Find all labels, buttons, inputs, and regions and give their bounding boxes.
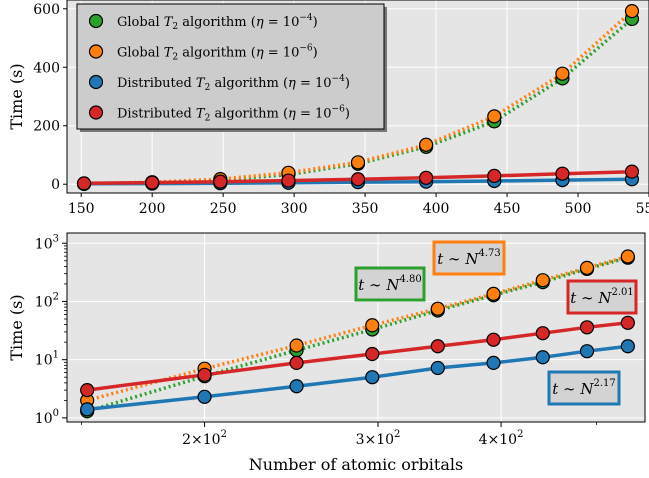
top-data-point: [555, 66, 570, 81]
top-data-point: [350, 155, 366, 170]
top-y-tick-label: 600: [33, 2, 60, 18]
bottom-data-point: [80, 383, 95, 398]
top-x-tick-label: 200: [139, 201, 166, 217]
bottom-data-point: [535, 350, 550, 365]
bottom-data-point: [620, 315, 635, 330]
top-x-tick-label: 250: [210, 201, 237, 217]
bottom-y-tick-label: 103: [35, 233, 59, 252]
bottom-data-point: [365, 346, 380, 362]
top-y-tick-label: 0: [51, 177, 60, 193]
bottom-y-tick-label: 101: [35, 350, 59, 369]
top-data-point: [76, 176, 92, 191]
top-x-tick-label: 550: [636, 201, 649, 217]
fit-annotation-label: t ∼ N4.73: [437, 248, 501, 268]
bottom-data-point: [486, 355, 501, 371]
legend-label: Distributed T2 algorithm (η = 10−4): [117, 74, 350, 93]
bottom-data-point: [430, 301, 445, 316]
top-x-tick-label: 300: [281, 201, 308, 217]
bottom-series-line: [86, 254, 629, 403]
top-y-tick-label: 400: [33, 60, 60, 76]
bottom-x-tick-label: 2×102: [182, 429, 227, 448]
bottom-y-axis-label: Time (s): [7, 294, 26, 360]
bottom-y-tick-label: 100: [35, 408, 59, 427]
legend-marker: [88, 44, 104, 59]
legend-label: Global T2 algorithm (η = 10−4): [117, 13, 318, 32]
top-data-point: [145, 175, 160, 190]
legend-marker: [88, 74, 104, 90]
bottom-data-point: [535, 273, 550, 288]
bottom-data-point: [620, 249, 635, 264]
bottom-data-point: [289, 338, 304, 353]
legend-box: [76, 3, 385, 130]
top-data-point: [487, 168, 502, 183]
bottom-data-point: [430, 360, 445, 376]
legend-label: Distributed T2 algorithm (η = 10−6): [117, 105, 350, 124]
bottom-data-point: [289, 355, 304, 371]
bottom-data-point: [197, 389, 212, 404]
top-data-point: [281, 173, 296, 188]
top-x-tick-label: 350: [352, 201, 379, 217]
bottom-data-point: [579, 320, 595, 335]
top-y-axis-label: Time (s): [7, 63, 26, 129]
fit-annotation-box: [432, 240, 506, 276]
legend-label: Global T2 algorithm (η = 10−6): [117, 44, 318, 63]
top-data-point: [555, 166, 570, 181]
top-x-tick-label: 400: [423, 201, 450, 217]
bottom-frame: [66, 232, 646, 423]
top-data-point: [487, 109, 502, 124]
bottom-data-point: [579, 260, 595, 275]
bottom-data-point: [365, 370, 380, 385]
top-y-tick-label: 200: [33, 119, 60, 135]
top-data-point: [419, 137, 434, 152]
fit-annotation-label: t ∼ N2.17: [552, 378, 616, 398]
bottom-data-point: [430, 339, 445, 354]
top-frame: [66, 0, 649, 194]
bottom-data-point: [620, 339, 635, 354]
top-x-tick-label: 500: [565, 201, 592, 217]
bottom-data-point: [197, 367, 212, 382]
top-data-point: [624, 164, 640, 179]
bottom-data-point: [80, 402, 95, 417]
top-data-point: [419, 170, 434, 185]
bottom-data-point: [289, 379, 304, 394]
top-data-point: [350, 172, 366, 187]
fit-annotation-box: [354, 266, 426, 302]
fit-annotation-label: t ∼ N4.80: [358, 274, 422, 294]
top-x-tick-label: 150: [68, 201, 95, 217]
bottom-data-point: [486, 286, 501, 301]
fit-annotation-label: t ∼ N2.01: [570, 287, 634, 307]
bottom-x-axis-label: Number of atomic orbitals: [249, 455, 463, 474]
top-data-point: [624, 4, 640, 19]
bottom-data-point: [579, 344, 595, 359]
fit-annotation-box: [547, 370, 621, 406]
bottom-x-tick-label: 4×102: [479, 429, 524, 448]
bottom-y-tick-label: 102: [35, 291, 59, 310]
bottom-data-point: [486, 332, 501, 347]
bottom-x-tick-label: 3×102: [356, 429, 401, 448]
top-x-tick-label: 450: [494, 201, 521, 217]
bottom-data-point: [535, 326, 550, 341]
legend-marker: [88, 13, 104, 29]
bottom-data-point: [365, 318, 380, 333]
top-data-point: [213, 174, 228, 189]
fit-annotation-box: [566, 279, 638, 315]
legend-marker: [88, 105, 104, 120]
